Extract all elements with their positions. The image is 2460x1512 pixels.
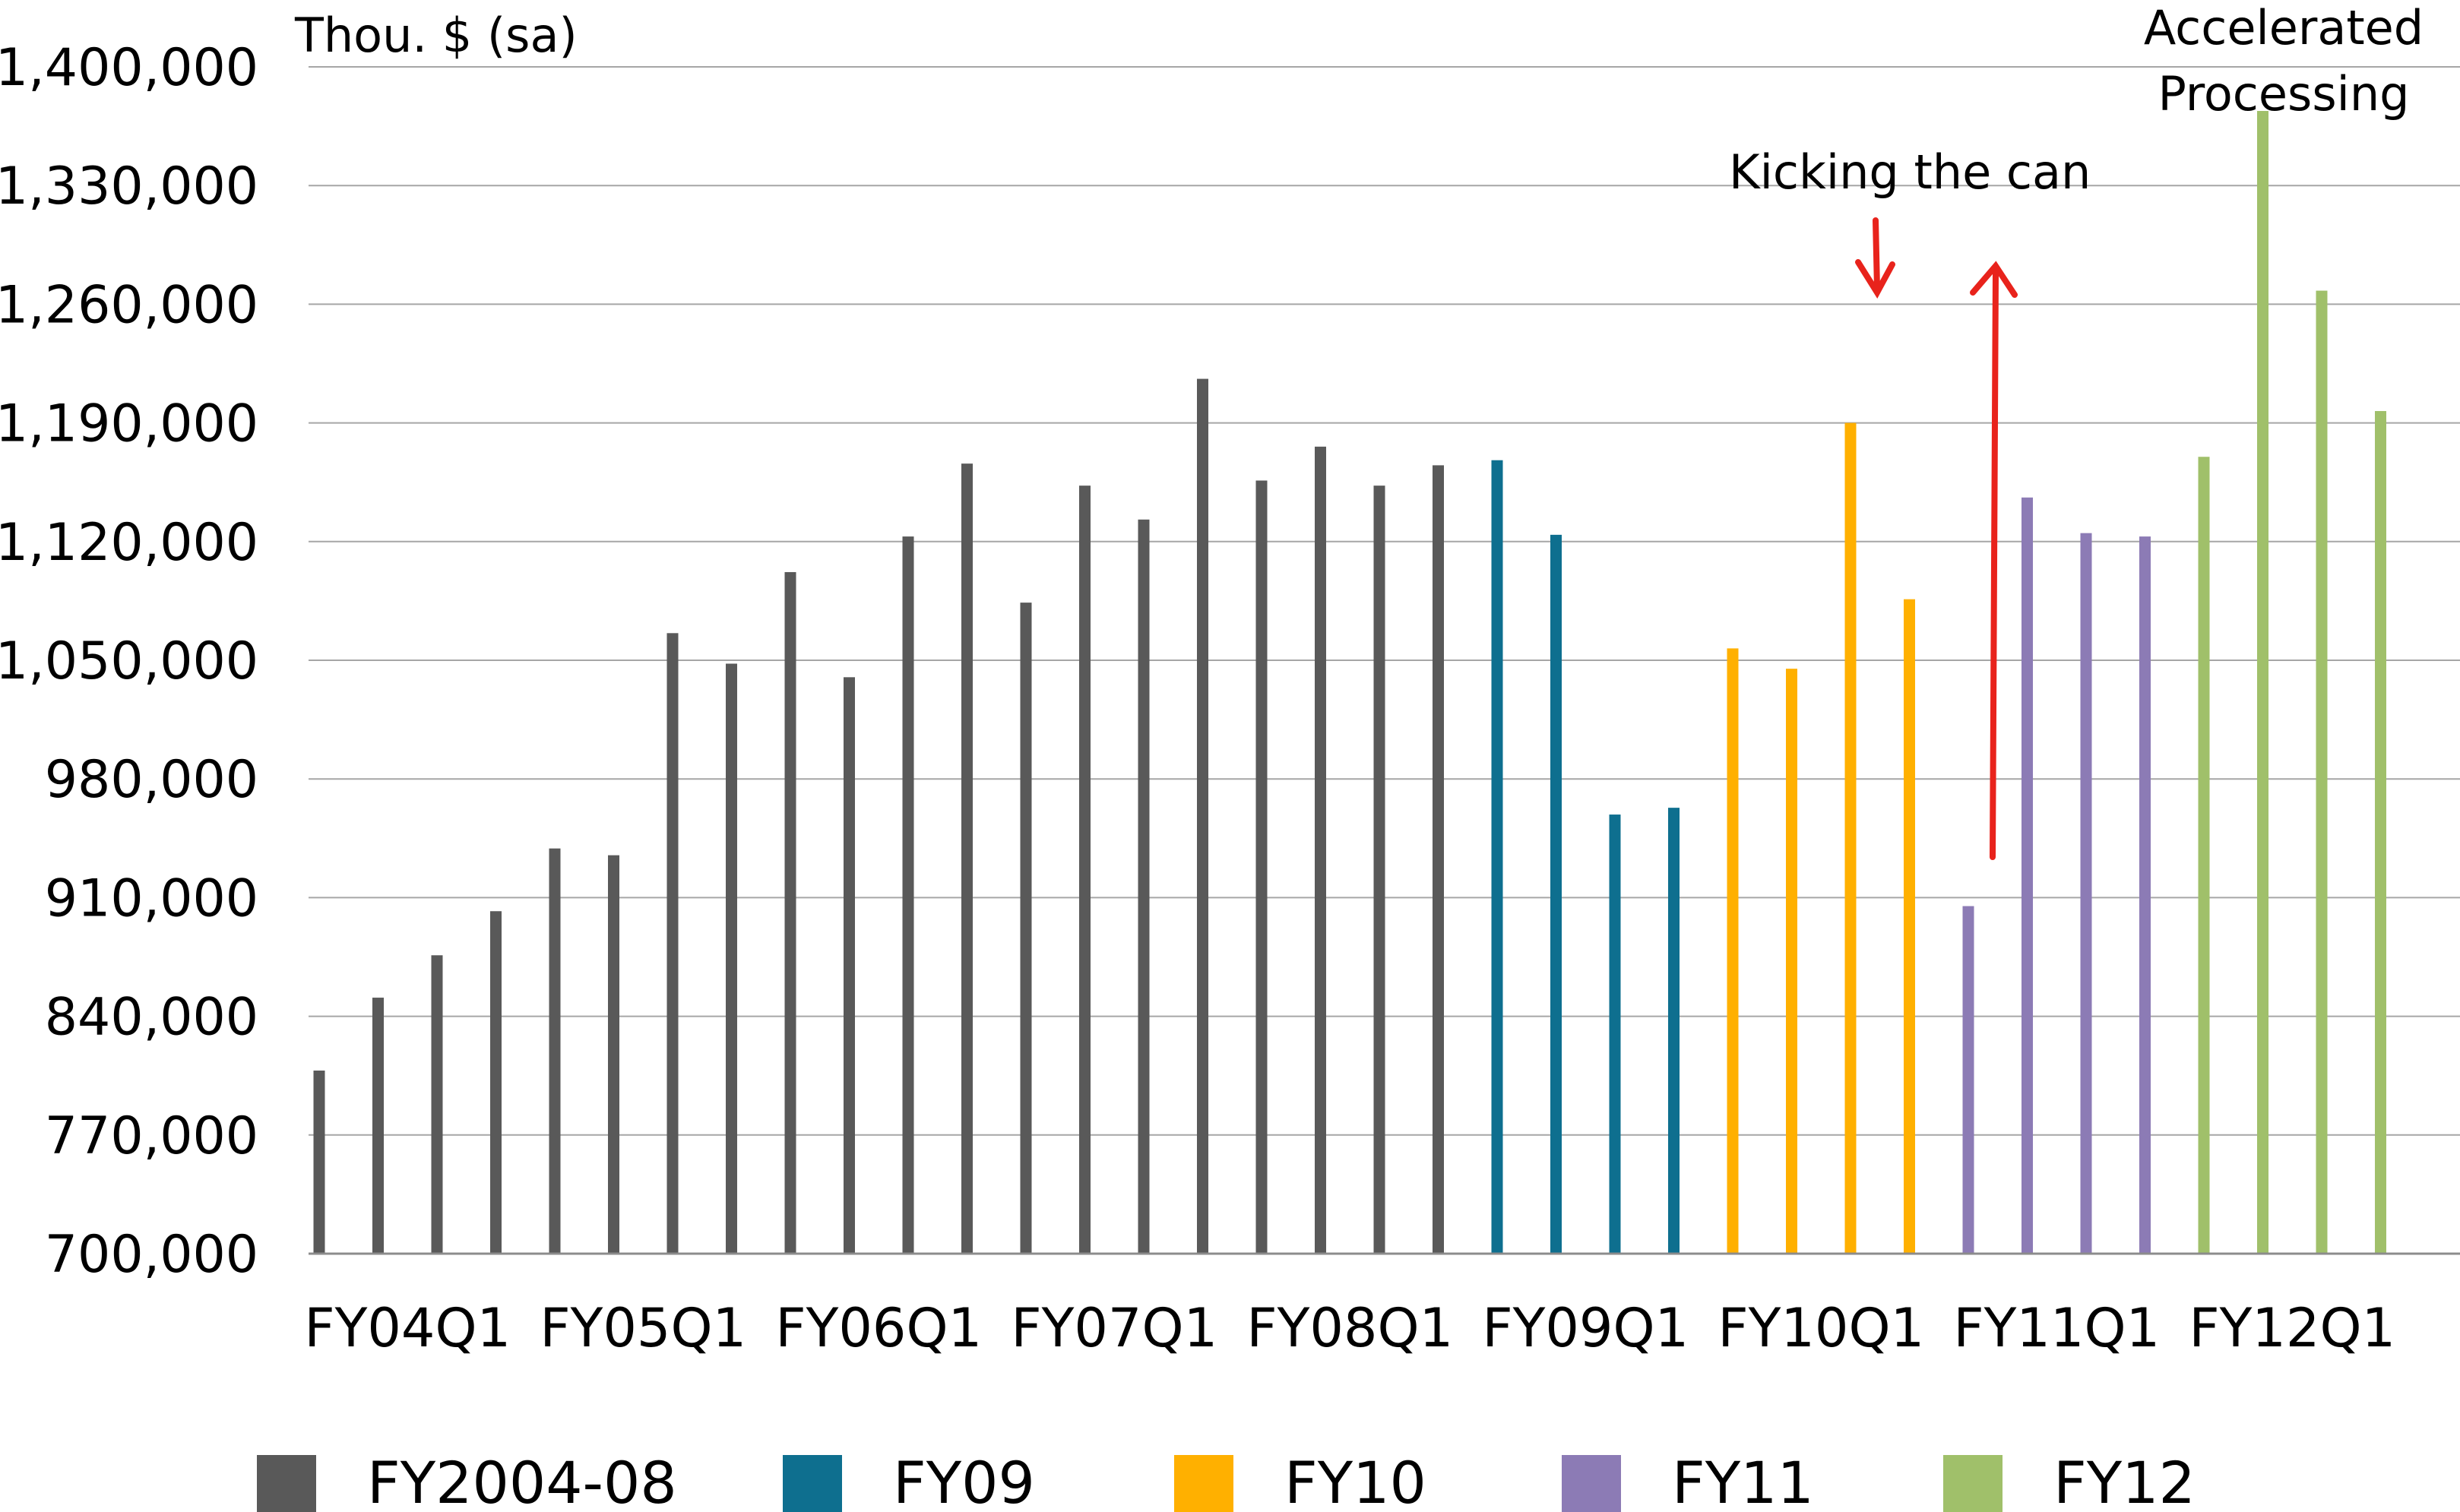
y-unit-label: Thou. $ (sa) [294,8,578,63]
bars [313,111,2386,1254]
legend-swatch [1562,1455,1621,1512]
legend-label: FY12 [2053,1449,2196,1512]
bar [844,677,855,1254]
bar [2375,410,2386,1254]
bar [1138,519,1150,1254]
x-tick-label: FY11Q1 [1953,1297,2160,1359]
x-tick-label: FY12Q1 [2189,1297,2395,1359]
y-tick-label: 980,000 [45,750,258,810]
annotation-accelerated-line2: Processing [2158,66,2409,122]
bar [1904,599,1915,1254]
y-axis-ticks: 700,000 770,000 840,000 910,000 980,000 1,050… [0,38,258,1285]
bar [784,571,796,1254]
legend-label: FY10 [1284,1449,1426,1512]
down-arrow-icon [1855,217,1895,299]
y-tick-label: 1,050,000 [0,631,258,691]
bar [1844,422,1857,1254]
bar [961,463,973,1254]
x-tick-label: FY06Q1 [775,1297,982,1359]
bar [2022,497,2033,1254]
bar [1255,480,1268,1254]
bar [2316,290,2328,1254]
x-tick-label: FY04Q1 [304,1297,511,1359]
annotation-accelerated-processing: Accelerated Processing [2144,0,2424,122]
x-tick-label: FY10Q1 [1718,1297,1924,1359]
bar [2139,536,2151,1254]
y-tick-label: 700,000 [45,1225,258,1285]
bar [431,955,443,1254]
x-tick-label: FY09Q1 [1482,1297,1689,1359]
bar [1786,669,1797,1254]
y-tick-label: 910,000 [45,868,258,928]
legend-swatch [1174,1455,1233,1512]
y-tick-label: 770,000 [45,1106,258,1166]
annotation-kicking-label: Kicking the can [1729,144,2091,200]
bar [1373,486,1385,1254]
x-axis-ticks: FY04Q1 FY05Q1 FY06Q1 FY07Q1 FY08Q1 FY09Q1 FY10… [304,1297,2395,1359]
bar [2198,457,2210,1254]
bar [372,998,384,1254]
bar [2080,533,2092,1254]
up-arrow-icon [1970,261,2018,860]
y-tick-label: 1,260,000 [0,275,258,335]
legend-swatch [783,1455,842,1512]
legend-swatch [257,1455,316,1512]
annotation-kicking-the-can: Kicking the can [1729,144,2091,860]
bar [1727,648,1739,1254]
legend: FY2004-08 FY09 FY10 FY11 FY12 [257,1449,2196,1512]
bar [1315,446,1326,1254]
y-tick-label: 1,400,000 [0,38,258,98]
bar [902,536,914,1254]
x-tick-label: FY07Q1 [1011,1297,1217,1359]
x-tick-label: FY08Q1 [1246,1297,1453,1359]
y-tick-label: 1,330,000 [0,157,258,217]
bar [1550,534,1562,1254]
legend-swatch [1943,1455,2003,1512]
bar [1668,808,1680,1254]
bar [490,911,502,1254]
legend-label: FY2004-08 [367,1449,677,1512]
y-tick-label: 1,120,000 [0,513,258,573]
x-tick-label: FY05Q1 [540,1297,746,1359]
bar [1609,815,1621,1254]
bar [608,855,619,1254]
legend-label: FY11 [1672,1449,1814,1512]
bar [2257,111,2268,1254]
legend-label: FY09 [893,1449,1035,1512]
y-tick-label: 840,000 [45,988,258,1048]
bar [1079,486,1091,1254]
bar [1962,906,1974,1254]
bar [1020,603,1032,1254]
annotation-accelerated-line1: Accelerated [2144,0,2424,55]
bar [1433,465,1444,1254]
bar [313,1071,325,1254]
bar [1197,378,1208,1254]
bar [666,633,679,1254]
y-tick-label: 1,190,000 [0,394,258,454]
bar [726,663,737,1254]
bar [1491,460,1503,1254]
bar [549,848,561,1254]
